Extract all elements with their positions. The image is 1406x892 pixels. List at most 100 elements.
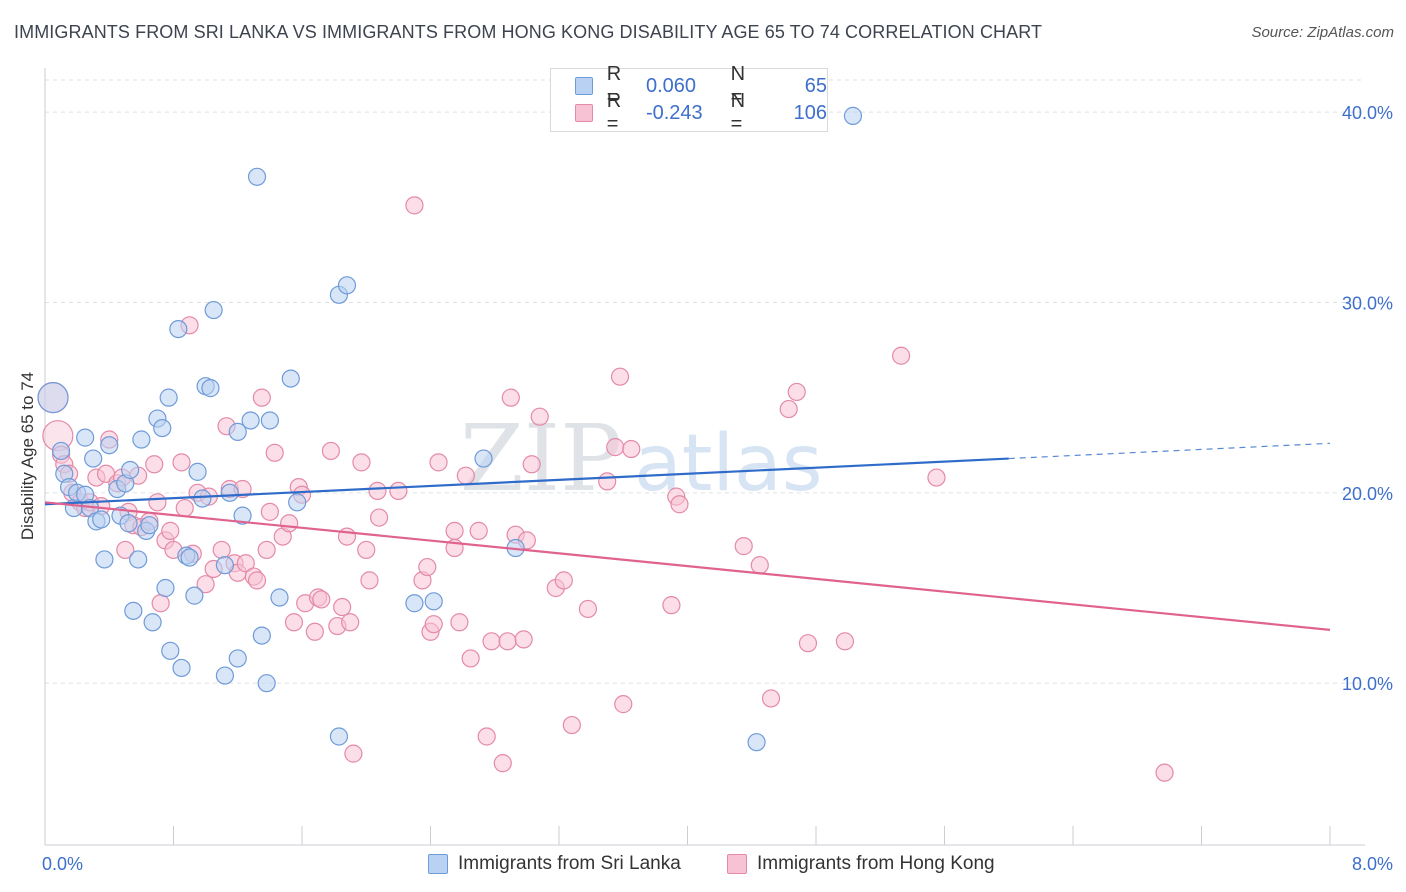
hong-kong-point-56 [312,590,331,609]
hong-kong-point-45 [257,540,276,560]
hong-kong-point-64 [357,540,376,560]
trend-line-hong-kong [44,501,1331,631]
sri-lanka-point-0 [37,382,69,414]
hong-kong-point-73 [424,615,443,634]
y-axis-label: Disability Age 65 to 74 [18,371,37,541]
y-tick-label-2: 30.0% [1342,293,1393,313]
hong-kong-point-25 [161,521,180,540]
hong-kong-point-49 [280,514,299,533]
sri-lanka-point-57 [405,594,424,613]
sri-lanka-point-44 [228,649,247,668]
hong-kong-point-95 [598,472,617,491]
watermark: ZIP atlas [460,405,823,512]
hong-kong-point-80 [469,521,488,540]
trend-lines [44,442,1331,631]
sri-lanka-point-59 [474,449,493,468]
hong-kong-point-97 [610,367,630,386]
r-value: -0.243 [645,101,703,124]
hong-kong-point-90 [530,407,549,426]
sri-lanka-point-53 [288,493,307,512]
chart-title: IMMIGRANTS FROM SRI LANKA VS IMMIGRANTS … [14,22,1043,42]
sri-lanka-point-29 [161,641,180,660]
hong-kong-point-105 [761,689,781,708]
sri-lanka-point-36 [193,489,212,508]
n-label: N = [730,63,746,108]
sri-lanka-point-46 [241,411,260,430]
hong-kong-point-59 [333,597,352,617]
hong-kong-point-107 [787,382,806,402]
sri-lanka-point-52 [281,369,300,388]
sri-lanka-point-12 [95,550,114,569]
trend-line-sri-lanka [44,457,1009,506]
sri-lanka-point-23 [140,516,159,535]
sri-lanka-point-11 [92,510,111,529]
hong-kong-point-96 [606,438,625,457]
sri-lanka-point-19 [124,601,143,620]
sri-lanka-point-26 [153,418,172,438]
n-value: 65 [804,74,827,97]
sri-lanka-point-1 [51,441,71,461]
hong-kong-point-63 [352,453,371,472]
hong-kong-point-85 [501,388,520,407]
legend-swatch-pink [575,104,593,122]
sri-lanka-point-28 [159,388,178,407]
legend-swatch-blue [428,854,448,874]
hong-kong-point-74 [429,453,448,472]
legend-item-sri-lanka: Immigrants from Sri Lanka [428,852,681,876]
sri-lanka-point-30 [169,319,188,339]
hong-kong-point-108 [798,634,818,653]
legend-item-hong-kong: Immigrants from Hong Kong [727,852,995,876]
hong-kong-point-94 [578,599,598,619]
sri-lanka-point-51 [270,588,289,607]
sri-lanka-point-39 [204,300,223,320]
sri-lanka-point-62 [843,106,863,125]
hong-kong-point-111 [927,468,946,487]
hong-kong-point-93 [562,715,581,735]
y-tick-label-0: 10.0% [1342,674,1393,694]
hong-kong-point-67 [370,508,389,527]
hong-kong-point-57 [321,441,341,461]
sri-lanka-point-35 [188,462,207,481]
legend-label-sri-lanka: Immigrants from Sri Lanka [458,853,681,874]
sri-lanka-point-18 [121,460,140,480]
hong-kong-point-112 [1155,763,1174,782]
sri-lanka-point-54 [329,727,349,746]
hong-kong-point-43 [247,571,267,590]
hong-kong-point-28 [175,498,194,518]
axes [44,68,1365,846]
hong-kong-point-84 [498,632,517,651]
hong-kong-point-92 [554,571,573,590]
hong-kong-point-69 [405,196,424,215]
y-tick-label-1: 20.0% [1342,484,1393,504]
r-label: R = [606,90,622,135]
hong-kong-point-100 [662,596,681,615]
hong-kong-point-22 [148,493,167,512]
hong-kong-point-104 [750,556,769,575]
hong-kong-point-21 [145,455,164,474]
sri-lanka-point-56 [337,276,357,295]
hong-kong-point-15 [116,540,135,560]
hong-kong-point-68 [389,481,408,501]
sri-lanka-point-34 [185,586,204,605]
sri-lanka-point-40 [215,666,234,685]
sri-lanka-point-43 [228,422,247,441]
hong-kong-point-23 [151,594,170,613]
watermark-atlas: atlas [634,419,823,509]
hong-kong-point-81 [477,727,496,746]
trend-line-sri-lanka-extension [1008,442,1331,460]
hong-kong-point-66 [368,481,387,501]
hong-kong-point-106 [779,399,798,419]
legend-label-hong-kong: Immigrants from Hong Kong [757,853,995,874]
sri-lanka-point-7 [76,428,95,447]
hong-kong-point-102 [670,495,689,514]
hong-kong-point-62 [344,744,363,763]
hong-kong-point-103 [734,537,753,556]
sri-lanka-point-61 [747,733,766,752]
hong-kong-point-61 [341,613,360,632]
sri-lanka-point-41 [215,556,234,575]
sri-lanka-point-49 [257,674,276,693]
hong-kong-point-78 [456,466,475,485]
hong-kong-point-99 [622,439,641,459]
hong-kong-point-32 [196,575,215,594]
